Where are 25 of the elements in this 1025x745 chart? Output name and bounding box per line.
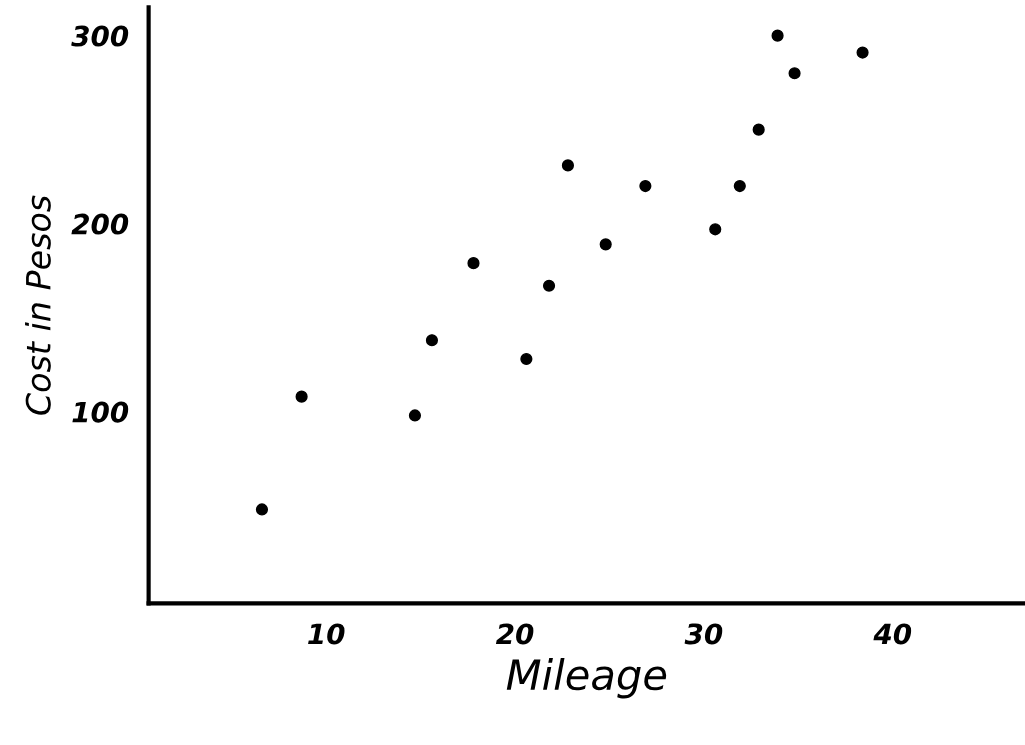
point: [752, 123, 765, 136]
point: [733, 179, 746, 193]
y-tick-label: 100: [72, 401, 129, 423]
x-axis-title: Mileage: [506, 658, 667, 699]
point: [295, 390, 308, 403]
point: [639, 179, 652, 193]
point: [561, 159, 574, 172]
point: [425, 334, 439, 347]
point: [599, 238, 612, 251]
x-tick-label: 10: [308, 623, 345, 645]
point: [788, 67, 801, 80]
x-tick-label: 20: [495, 623, 534, 645]
y-tick-label: 300: [71, 25, 129, 47]
point: [856, 46, 869, 59]
point: [542, 279, 556, 292]
point: [520, 352, 533, 366]
point: [408, 409, 422, 422]
point: [255, 503, 269, 516]
x-tick-label: 40: [873, 623, 912, 645]
y-axis-title: Cost in Pesos: [25, 195, 51, 415]
point: [771, 29, 784, 42]
point: [467, 257, 480, 270]
point: [709, 223, 722, 236]
x-tick-label: 30: [684, 623, 723, 645]
y-tick-label: 200: [71, 213, 129, 235]
